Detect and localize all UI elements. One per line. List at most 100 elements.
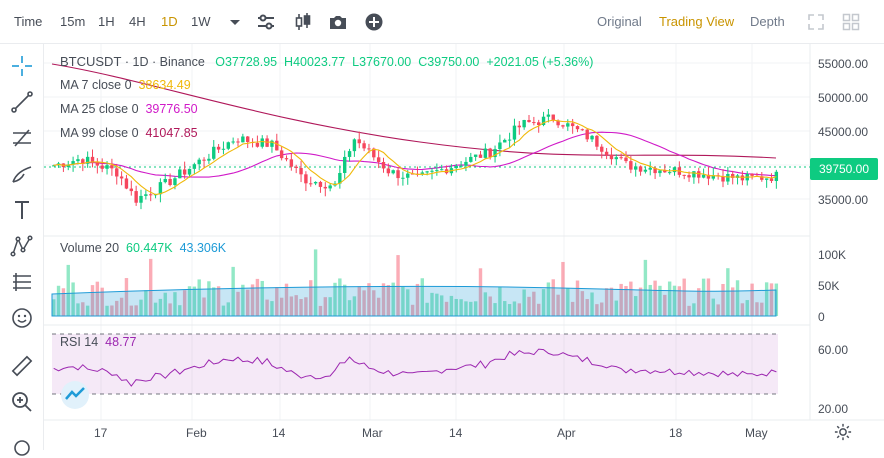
volume-bar [483, 292, 488, 316]
volume-bar [764, 282, 769, 316]
tradingview-logo-icon[interactable] [60, 380, 90, 410]
candle-body [575, 126, 580, 130]
volume-bar [415, 283, 420, 316]
candle-body [313, 181, 318, 184]
candle-body [279, 150, 284, 159]
camera-icon[interactable] [328, 12, 348, 32]
volume-bar [284, 283, 289, 316]
ma7-line [53, 119, 777, 196]
volume-bar [745, 300, 749, 316]
volume-bar [459, 299, 463, 316]
zoom-in-icon[interactable] [10, 390, 34, 414]
settings-sliders-icon[interactable] [256, 12, 276, 32]
candle-body [498, 142, 502, 150]
volume-bar [672, 285, 677, 316]
volume-value-2: 43.306K [179, 241, 227, 255]
volume-bar [527, 296, 531, 316]
measure-icon[interactable] [10, 270, 34, 294]
candle-body [270, 140, 274, 147]
candle-body [566, 123, 570, 127]
volume-bar [600, 302, 604, 316]
view-original[interactable]: Original [597, 14, 642, 29]
candle-body [367, 148, 371, 150]
price-tick: 35000.00 [818, 193, 869, 207]
brush-icon[interactable] [10, 162, 34, 186]
candle-body [600, 146, 604, 152]
ma99-label: MA 99 close 0 [60, 126, 139, 140]
candle-body [275, 140, 279, 151]
ma25-label: MA 25 close 0 [60, 102, 139, 116]
ma-path [53, 119, 777, 196]
candle-body [386, 168, 391, 174]
crosshair-icon[interactable] [10, 54, 34, 78]
ma99-value: 41047.85 [145, 126, 198, 140]
volume-bar [338, 278, 342, 316]
volume-bar [265, 299, 269, 316]
text-tool-icon[interactable] [10, 198, 34, 222]
volume-bar [347, 300, 352, 316]
candle-body [406, 173, 410, 178]
volume-bar [575, 280, 580, 316]
timeframe-1d[interactable]: 1D [161, 14, 178, 29]
candle-body [764, 178, 769, 180]
chart-settings-gear-icon[interactable] [834, 423, 852, 441]
volume-bar [192, 286, 197, 316]
timeframe-1w[interactable]: 1W [191, 14, 211, 29]
current-price-badge: 39750.00 [810, 158, 878, 180]
volume-tick: 50K [818, 279, 840, 293]
candle-body [323, 186, 327, 189]
candle-body [682, 174, 686, 176]
candle-body [648, 167, 652, 170]
trend-line-icon[interactable] [10, 90, 34, 114]
rsi-value: 48.77 [105, 335, 137, 349]
view-trading-view[interactable]: Trading View [659, 14, 735, 29]
timeframe-1h[interactable]: 1H [98, 14, 115, 29]
candle-body [318, 181, 323, 187]
ruler-icon[interactable] [10, 354, 34, 378]
volume-bar [634, 296, 638, 316]
candle-body [590, 135, 594, 140]
timeframe-15m[interactable]: 15m [60, 14, 86, 29]
volume-bar [750, 283, 754, 316]
volume-bar [740, 303, 745, 316]
time-tick: 17 [94, 426, 108, 440]
candle-body [163, 178, 167, 183]
volume-bar [721, 283, 725, 316]
volume-bar [735, 280, 740, 316]
price-change: +2021.05 (+5.36%) [486, 55, 594, 69]
pattern-tool-icon[interactable] [10, 234, 34, 258]
view-depth[interactable]: Depth [750, 14, 785, 29]
fib-tool-icon[interactable] [10, 126, 34, 150]
candle-body [561, 125, 565, 127]
candle-body [459, 165, 463, 167]
rsi-label: RSI 14 [60, 335, 99, 349]
grid-layout-icon[interactable] [841, 12, 861, 32]
volume-bar [755, 302, 759, 316]
volume-bar [449, 295, 454, 316]
volume-bar [52, 299, 56, 316]
add-indicator-icon[interactable] [364, 12, 384, 32]
candle-body [643, 169, 648, 172]
emoji-icon[interactable] [10, 306, 34, 330]
timeframe-4h[interactable]: 4H [129, 14, 146, 29]
volume-bar [178, 305, 182, 316]
volume-bar [760, 302, 764, 316]
volume-bar [81, 302, 85, 316]
price-tick: 45000.00 [818, 125, 869, 139]
candle-type-icon[interactable] [293, 12, 313, 32]
volume-bar [226, 302, 230, 316]
volume-bar [313, 249, 318, 316]
chevron-down-icon[interactable] [225, 12, 245, 32]
candle-body [609, 154, 614, 160]
volume-bar [425, 302, 429, 316]
volume-bar [163, 292, 167, 316]
volume-bar [677, 286, 682, 316]
ma99-legend: MA 99 close 0 41047.85 [60, 126, 198, 140]
rsi-band [52, 334, 778, 394]
candle-body [299, 167, 303, 175]
candle-body [328, 185, 332, 189]
candle-body [202, 159, 206, 161]
fullscreen-icon[interactable] [806, 12, 826, 32]
volume-bar [604, 288, 609, 316]
